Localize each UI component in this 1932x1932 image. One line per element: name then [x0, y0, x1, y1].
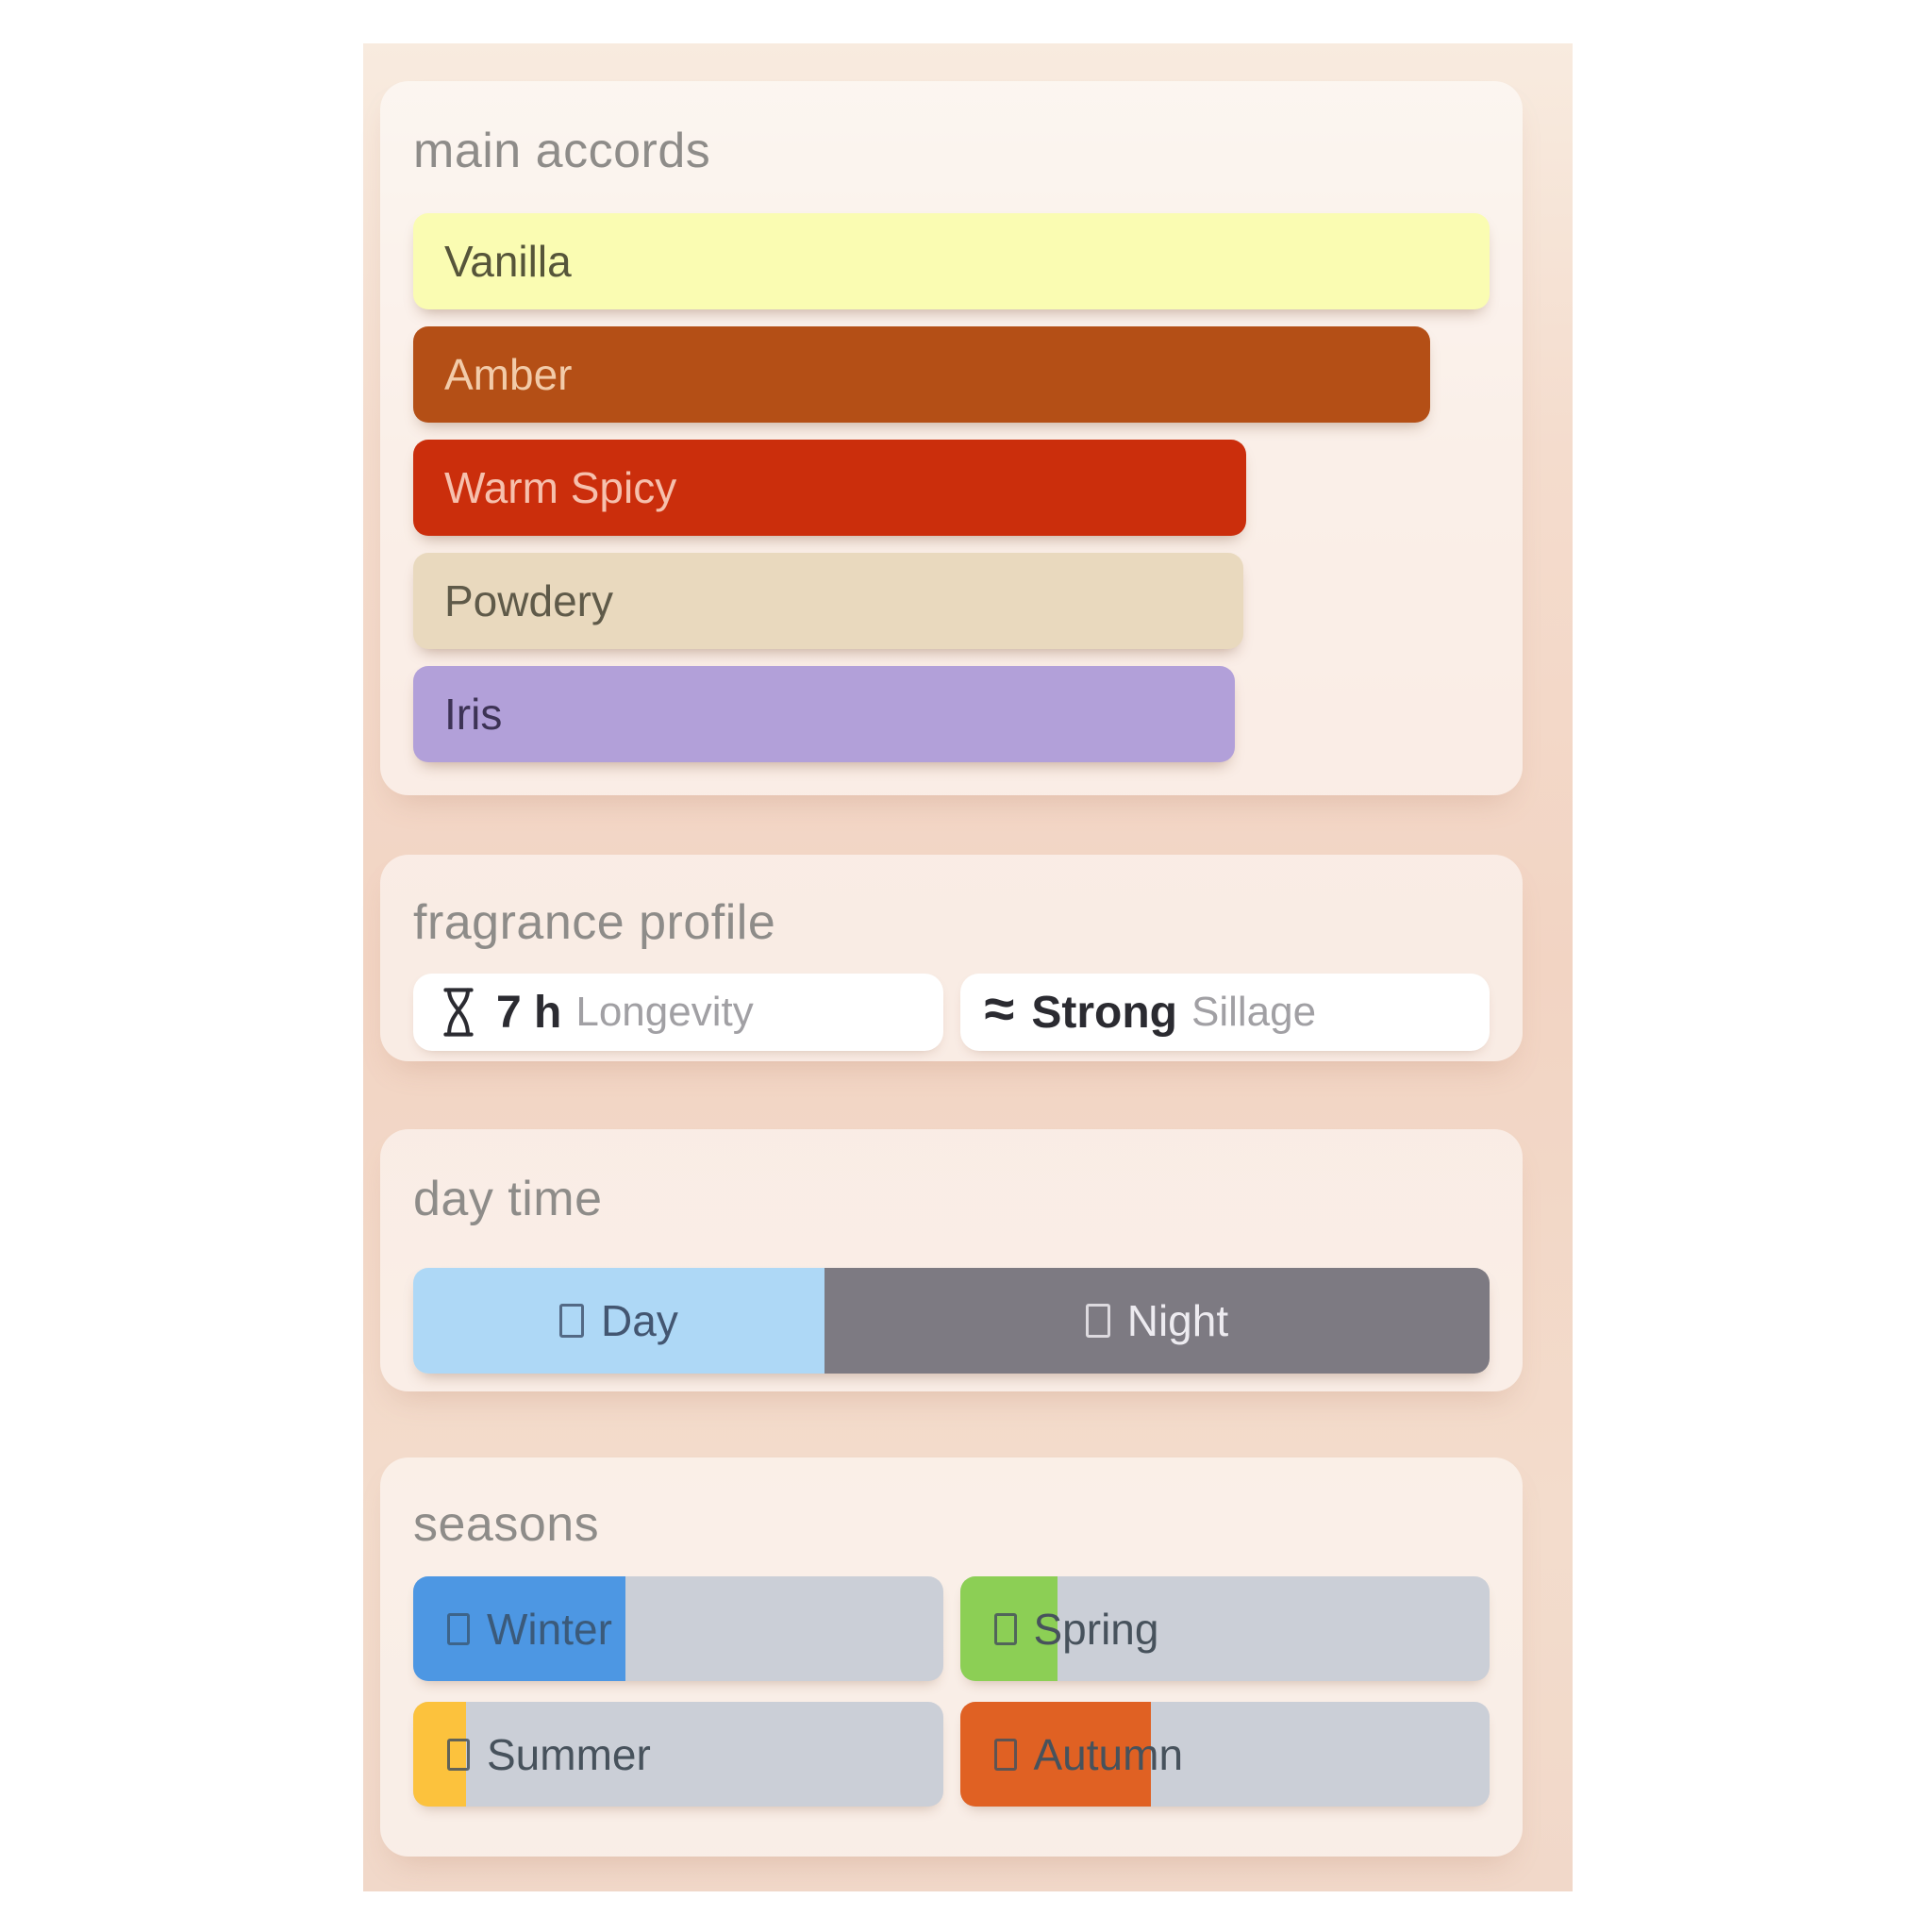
day-night-bar: Day Night — [413, 1268, 1490, 1374]
season-bar-spring[interactable]: Spring — [959, 1576, 1490, 1681]
summer-fill — [413, 1702, 467, 1807]
main-accords-card: main accords Vanilla Amber Warm Spicy Po… — [380, 81, 1523, 795]
accord-bar-warm-spicy[interactable]: Warm Spicy — [413, 440, 1247, 536]
day-time-title: day time — [413, 1172, 603, 1226]
night-segment[interactable]: Night — [824, 1268, 1490, 1374]
winter-label: Winter — [487, 1604, 612, 1654]
autumn-fill — [959, 1702, 1151, 1807]
day-time-card: day time Day Night — [380, 1129, 1523, 1391]
night-label: Night — [1126, 1296, 1229, 1345]
winter-icon — [447, 1612, 470, 1645]
summer-icon — [447, 1738, 470, 1771]
accord-bar-powdery[interactable]: Powdery — [413, 553, 1243, 649]
night-icon — [1085, 1304, 1110, 1338]
seasons-card: seasons Winter Spring — [380, 1457, 1523, 1857]
sillage-chip: ≈ Strong Sillage — [959, 974, 1490, 1051]
accord-label: Warm Spicy — [444, 463, 677, 512]
season-bar-summer[interactable]: Summer — [413, 1702, 943, 1807]
accord-label: Amber — [444, 350, 573, 399]
accord-label: Powdery — [444, 576, 613, 625]
day-segment[interactable]: Day — [413, 1268, 824, 1374]
sillage-label: Sillage — [1191, 989, 1317, 1035]
season-bar-winter[interactable]: Winter — [413, 1576, 943, 1681]
longevity-value: 7 h — [496, 987, 562, 1038]
summer-label: Summer — [487, 1729, 651, 1779]
waves-icon: ≈ — [984, 978, 1015, 1040]
background-panel: main accords Vanilla Amber Warm Spicy Po… — [363, 43, 1573, 1891]
longevity-chip: 7 h Longevity — [413, 974, 943, 1051]
autumn-icon — [993, 1738, 1017, 1771]
longevity-label: Longevity — [575, 989, 754, 1035]
autumn-label: Autumn — [1033, 1729, 1184, 1779]
accord-label: Vanilla — [444, 237, 572, 286]
day-label: Day — [601, 1296, 678, 1345]
profile-chip-row: 7 h Longevity ≈ Strong Sillage — [413, 974, 1490, 1051]
accord-label: Iris — [444, 690, 503, 739]
season-grid: Winter Spring Summer — [413, 1576, 1490, 1807]
sillage-value: Strong — [1031, 987, 1177, 1038]
fragrance-profile-card: fragrance profile 7 h Longevity — [380, 855, 1523, 1061]
main-accords-title: main accords — [413, 124, 711, 178]
spring-fill — [959, 1576, 1058, 1681]
fragrance-profile-title: fragrance profile — [413, 895, 776, 950]
accord-bar-iris[interactable]: Iris — [413, 666, 1235, 762]
day-icon — [559, 1304, 585, 1338]
season-bar-autumn[interactable]: Autumn — [959, 1702, 1490, 1807]
seasons-title: seasons — [413, 1497, 600, 1552]
spring-icon — [993, 1612, 1017, 1645]
hourglass-icon — [438, 985, 479, 1040]
accord-bar-vanilla[interactable]: Vanilla — [413, 213, 1490, 309]
accord-bar-amber[interactable]: Amber — [413, 326, 1431, 423]
accord-list: Vanilla Amber Warm Spicy Powdery Iris — [413, 213, 1490, 762]
spring-label: Spring — [1033, 1604, 1159, 1654]
